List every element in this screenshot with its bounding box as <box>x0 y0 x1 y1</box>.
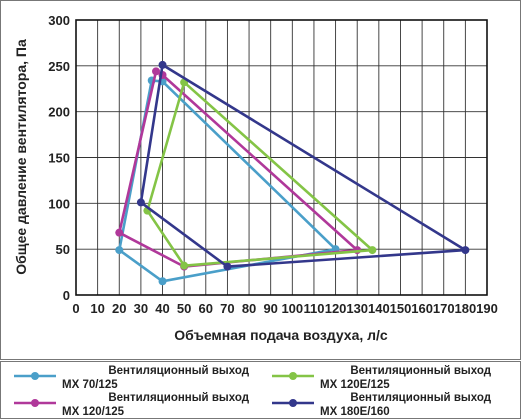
x-tick-label: 160 <box>411 301 433 316</box>
x-tick-label: 80 <box>242 301 256 316</box>
x-tick-label: 140 <box>368 301 390 316</box>
y-tick-label: 200 <box>48 105 70 120</box>
legend-label-line2: MX 180E/160 <box>320 406 390 418</box>
x-tick-label: 130 <box>346 301 368 316</box>
legend-swatch-marker <box>31 372 39 380</box>
x-tick-label: 50 <box>177 301 191 316</box>
x-tick-label: 100 <box>281 301 303 316</box>
legend-label-line1: Вентиляционный выход <box>108 392 249 404</box>
legend-swatch-marker <box>289 372 297 380</box>
legend-label-line2: MX 120E/125 <box>320 379 390 391</box>
legend-item: Вентиляционный выход MX 180E/160 <box>272 392 492 418</box>
x-tick-label: 190 <box>476 301 498 316</box>
x-tick-label: 10 <box>90 301 104 316</box>
y-tick-label: 50 <box>56 242 70 257</box>
legend-label-line1: Вентиляционный выход <box>108 365 249 377</box>
x-tick-labels: 0 10 20 30 40 50 60 70 80 90 100 110 120 130 140 150 160… <box>72 301 497 316</box>
x-tick-label: 110 <box>303 301 324 316</box>
y-tick-label: 300 <box>48 13 70 28</box>
data-point <box>115 228 124 237</box>
x-tick-label: 20 <box>112 301 126 316</box>
x-axis-label: Объемная подача воздуха, л/с <box>174 327 388 343</box>
y-axis-label: Общее давление вентилятора, Па <box>13 39 29 275</box>
y-tick-label: 100 <box>48 196 70 211</box>
plot-area <box>75 19 488 296</box>
x-tick-label: 120 <box>325 301 347 316</box>
chart-frame <box>0 0 521 360</box>
legend-label-line2: MX 70/125 <box>62 379 118 391</box>
x-tick-label: 0 <box>72 301 79 316</box>
data-point <box>158 60 167 69</box>
y-tick-labels: 0 50 100 150 200 250 300 <box>48 13 70 303</box>
data-point <box>368 246 377 255</box>
legend-swatch-marker <box>289 399 297 407</box>
y-tick-label: 250 <box>48 59 70 74</box>
data-point <box>223 262 232 271</box>
x-tick-label: 150 <box>390 301 412 316</box>
y-tick-label: 150 <box>48 151 70 166</box>
x-tick-label: 70 <box>220 301 234 316</box>
x-tick-label: 40 <box>155 301 169 316</box>
series-4 <box>136 60 470 271</box>
y-tick-label: 0 <box>63 288 70 303</box>
data-point <box>136 198 145 207</box>
data-point <box>180 261 189 270</box>
series-lines <box>115 60 470 286</box>
legend-item: Вентиляционный выход MX 120E/125 <box>272 365 492 391</box>
series-line <box>118 70 359 268</box>
x-tick-label: 170 <box>433 301 455 316</box>
data-point <box>115 246 124 255</box>
x-tick-label: 180 <box>455 301 477 316</box>
x-tick-label: 90 <box>263 301 277 316</box>
legend-frame <box>0 361 521 419</box>
legend-label-line1: Вентиляционный выход <box>350 392 491 404</box>
x-tick-label: 60 <box>199 301 213 316</box>
legend-swatch-marker <box>31 399 39 407</box>
data-point <box>158 277 167 286</box>
grid <box>76 20 487 295</box>
data-point <box>461 246 470 255</box>
data-point <box>152 67 161 76</box>
legend-label-line2: MX 120/125 <box>62 406 125 418</box>
legend-item: Вентиляционный выход MX 120/125 <box>14 392 250 418</box>
x-tick-label: 30 <box>134 301 148 316</box>
legend-item: Вентиляционный выход MX 70/125 <box>14 365 250 391</box>
legend-label-line1: Вентиляционный выход <box>350 365 491 377</box>
